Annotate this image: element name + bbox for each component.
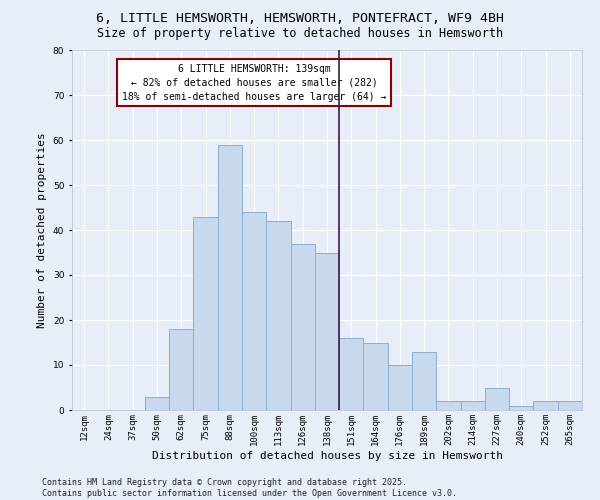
Bar	[364, 342, 388, 410]
Bar	[315, 252, 339, 410]
Text: Contains HM Land Registry data © Crown copyright and database right 2025.
Contai: Contains HM Land Registry data © Crown c…	[42, 478, 457, 498]
Bar	[509, 406, 533, 410]
Bar	[218, 144, 242, 410]
Text: 6 LITTLE HEMSWORTH: 139sqm
← 82% of detached houses are smaller (282)
18% of sem: 6 LITTLE HEMSWORTH: 139sqm ← 82% of deta…	[122, 64, 386, 102]
Bar	[290, 244, 315, 410]
Bar	[388, 365, 412, 410]
Y-axis label: Number of detached properties: Number of detached properties	[37, 132, 47, 328]
Text: Size of property relative to detached houses in Hemsworth: Size of property relative to detached ho…	[97, 28, 503, 40]
Bar	[461, 401, 485, 410]
Bar	[169, 329, 193, 410]
X-axis label: Distribution of detached houses by size in Hemsworth: Distribution of detached houses by size …	[151, 450, 503, 460]
Bar	[485, 388, 509, 410]
Bar	[339, 338, 364, 410]
Text: 6, LITTLE HEMSWORTH, HEMSWORTH, PONTEFRACT, WF9 4BH: 6, LITTLE HEMSWORTH, HEMSWORTH, PONTEFRA…	[96, 12, 504, 26]
Bar	[266, 221, 290, 410]
Bar	[436, 401, 461, 410]
Bar	[145, 396, 169, 410]
Bar	[412, 352, 436, 410]
Bar	[242, 212, 266, 410]
Bar	[193, 216, 218, 410]
Bar	[533, 401, 558, 410]
Bar	[558, 401, 582, 410]
